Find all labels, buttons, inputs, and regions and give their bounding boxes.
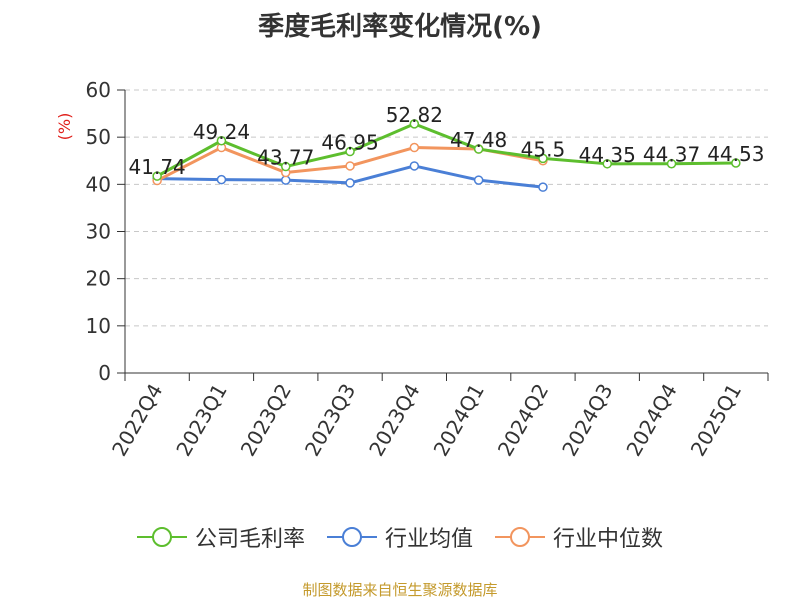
data-point-0 (216, 136, 227, 146)
x-tick-label: 2024Q1 (429, 380, 489, 461)
y-tick-label: 40 (86, 172, 111, 196)
data-point-0 (538, 153, 548, 164)
data-point-0 (666, 158, 677, 169)
data-point-0 (281, 161, 291, 172)
y-tick-label: 10 (86, 314, 111, 338)
data-point-2 (409, 142, 420, 153)
y-tick-label: 60 (86, 78, 111, 102)
legend-item-industry-median[interactable]: 行业中位数 (495, 521, 663, 553)
y-tick-label: 0 (98, 361, 111, 385)
x-tick-label: 2024Q3 (557, 380, 617, 461)
data-point-1 (409, 161, 420, 171)
data-label: 52.82 (386, 103, 443, 127)
legend-marker-industry-median (495, 527, 545, 547)
data-point-0 (602, 159, 612, 169)
data-label: 46.95 (321, 131, 378, 155)
x-tick-label: 2023Q1 (171, 380, 231, 461)
y-axis-label: (%) (55, 113, 74, 141)
legend: 公司毛利率 行业均值 行业中位数 (0, 520, 800, 554)
y-tick-label: 20 (86, 267, 111, 291)
data-point-2 (345, 161, 355, 171)
x-tick-label: 2024Q4 (621, 380, 681, 461)
legend-label-company: 公司毛利率 (194, 527, 305, 552)
legend-marker-company (136, 527, 187, 547)
x-tick-label: 2022Q4 (107, 380, 167, 461)
data-label: 41.74 (129, 155, 186, 179)
x-tick-label: 2023Q3 (300, 380, 360, 461)
data-point-0 (731, 158, 741, 168)
x-tick-label: 2025Q1 (686, 380, 746, 461)
data-label: 49.24 (193, 120, 250, 144)
data-point-0 (409, 119, 420, 129)
legend-label-industry-mean: 行业均值 (384, 527, 473, 552)
chart-title: 季度毛利率变化情况(%) (258, 12, 542, 42)
data-label: 45.5 (521, 137, 566, 161)
legend-item-industry-mean[interactable]: 行业均值 (326, 521, 473, 553)
data-label: 43.77 (257, 146, 314, 170)
data-point-0 (345, 146, 355, 157)
series-line-0 (156, 122, 736, 178)
data-point-0 (152, 171, 162, 181)
data-label: 47.48 (450, 128, 507, 152)
data-point-1 (345, 178, 355, 188)
data-label: 44.37 (643, 143, 700, 167)
data-point-0 (473, 144, 484, 154)
legend-label-industry-median: 行业中位数 (553, 527, 664, 552)
legend-item-company[interactable]: 公司毛利率 (136, 521, 305, 553)
x-tick-label: 2023Q4 (364, 380, 424, 461)
x-tick-label: 2024Q2 (493, 380, 553, 461)
data-label: 44.35 (579, 143, 636, 167)
y-tick-label: 30 (86, 220, 111, 244)
data-label: 44.53 (707, 142, 764, 166)
data-point-1 (216, 174, 227, 185)
y-tick-label: 50 (86, 125, 111, 149)
x-tick-label: 2023Q2 (236, 380, 296, 461)
source-footer: 制图数据来自恒生聚源数据库 (302, 581, 498, 599)
legend-marker-industry-mean (326, 527, 377, 547)
data-point-1 (473, 175, 484, 185)
data-point-1 (538, 182, 548, 192)
